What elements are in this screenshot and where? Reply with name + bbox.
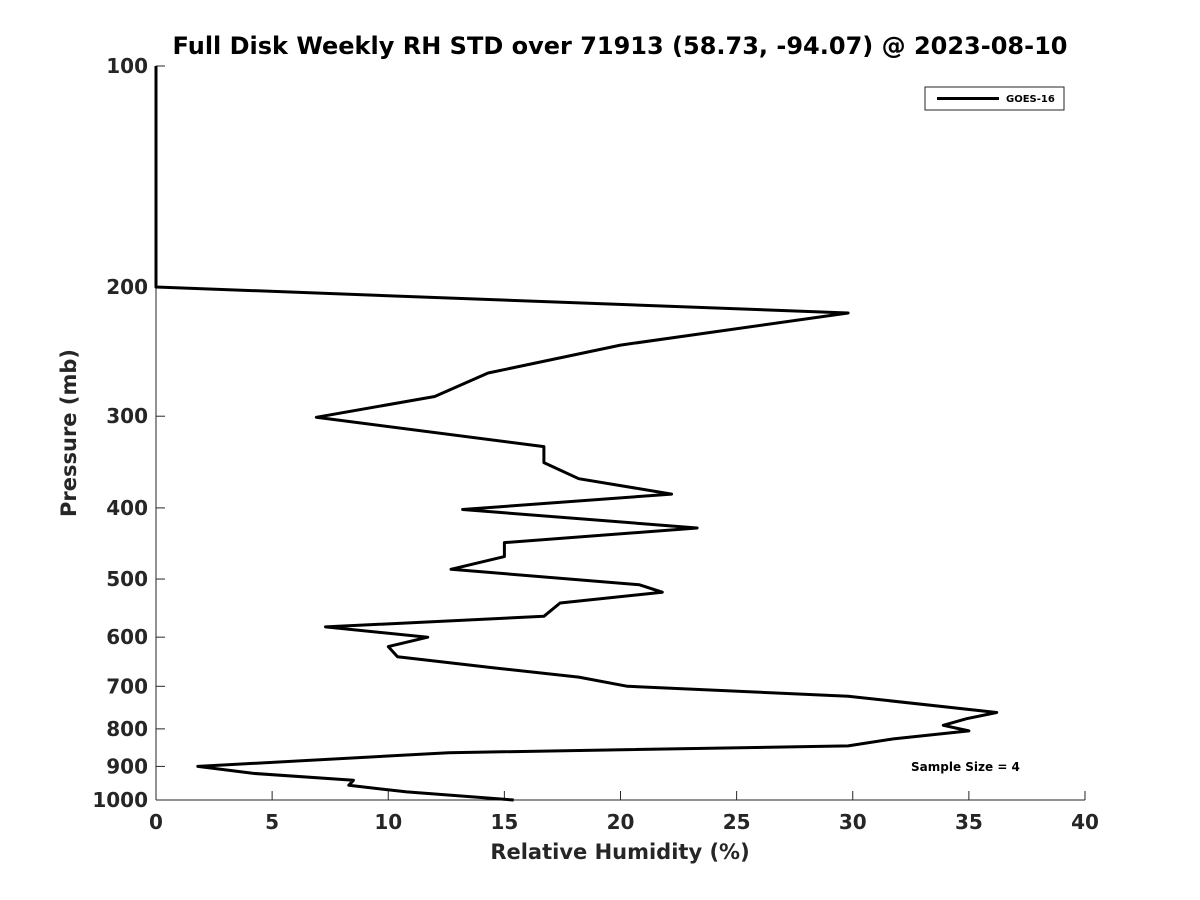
x-tick-label: 40	[1071, 810, 1099, 834]
sample-size-annotation: Sample Size = 4	[911, 760, 1020, 774]
y-tick-label: 400	[106, 496, 148, 520]
series-layer	[154, 66, 999, 802]
y-tick-label: 800	[106, 717, 148, 741]
y-tick-label: 700	[106, 674, 148, 698]
y-tick-label: 500	[106, 567, 148, 591]
y-axis-label: Pressure (mb)	[57, 349, 81, 517]
y-tick-label: 300	[106, 404, 148, 428]
x-tick-label: 0	[149, 810, 163, 834]
y-tick-label: 100	[106, 54, 148, 78]
x-tick-label: 30	[839, 810, 867, 834]
legend: GOES-16	[924, 86, 1065, 111]
x-axis-ticks: 0 5 10 15 20 25 30 35 40	[149, 791, 1099, 834]
x-axis-label: Relative Humidity (%)	[490, 840, 749, 864]
chart-title: Full Disk Weekly RH STD over 71913 (58.7…	[173, 32, 1068, 60]
y-tick-label: 900	[106, 754, 148, 778]
legend-label-goes16: GOES-16	[1006, 94, 1055, 105]
x-tick-label: 25	[723, 810, 751, 834]
series-line-goes16	[154, 66, 999, 802]
x-tick-label: 35	[955, 810, 983, 834]
y-tick-label: 1000	[92, 788, 148, 812]
y-axis-ticks: 100 200 300 400 500 600 700 800 900 1000	[92, 54, 165, 812]
y-tick-label: 200	[106, 275, 148, 299]
x-tick-label: 5	[265, 810, 279, 834]
x-tick-label: 10	[374, 810, 402, 834]
y-tick-label: 600	[106, 625, 148, 649]
x-tick-label: 15	[490, 810, 518, 834]
x-tick-label: 20	[607, 810, 635, 834]
